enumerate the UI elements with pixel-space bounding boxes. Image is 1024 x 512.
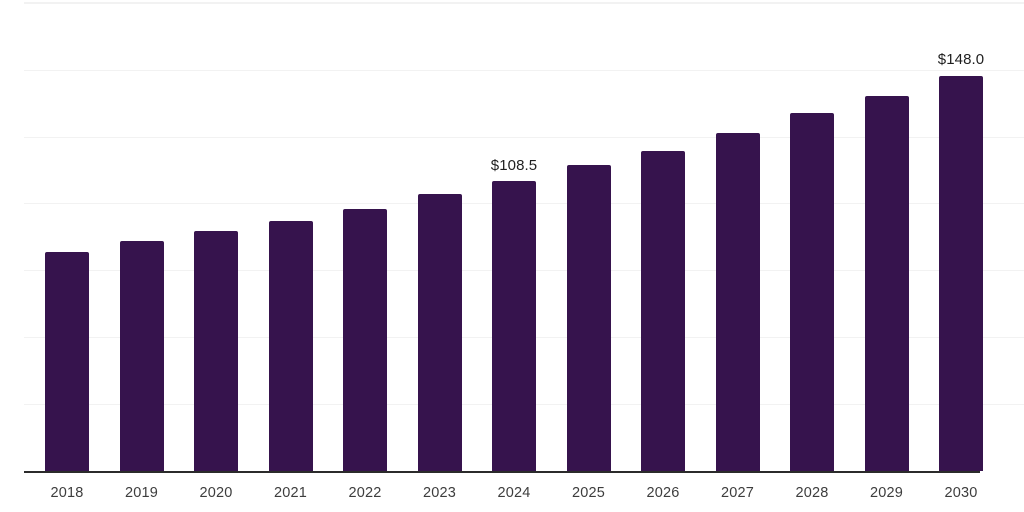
x-tick-label-2024: 2024 bbox=[497, 485, 531, 501]
bar-2027[interactable] bbox=[715, 133, 760, 471]
x-tick-label-2021: 2021 bbox=[273, 485, 308, 501]
bar-2030[interactable] bbox=[939, 75, 983, 471]
x-tick-label-2028: 2028 bbox=[795, 485, 829, 501]
bar-2022[interactable] bbox=[343, 209, 387, 471]
bar-2029[interactable] bbox=[864, 95, 909, 471]
bar-value-label-2030: $148.0 bbox=[937, 51, 985, 69]
x-tick-label-2023: 2023 bbox=[422, 485, 457, 501]
x-tick-label-2018: 2018 bbox=[50, 485, 84, 501]
bar-2028[interactable] bbox=[790, 113, 834, 471]
bar-2021[interactable] bbox=[268, 221, 313, 471]
bar-2018[interactable] bbox=[45, 251, 89, 471]
x-tick-label-2019: 2019 bbox=[124, 485, 159, 501]
x-axis-line bbox=[24, 471, 980, 473]
bar-2025[interactable] bbox=[566, 165, 611, 471]
x-tick-label-2020: 2020 bbox=[199, 485, 233, 501]
bar-2024[interactable] bbox=[492, 181, 536, 471]
bar-2019[interactable] bbox=[119, 240, 164, 471]
bar-value-label-2024: $108.5 bbox=[490, 157, 538, 175]
x-tick-label-2026: 2026 bbox=[646, 485, 680, 501]
x-tick-label-2025: 2025 bbox=[571, 485, 606, 501]
x-tick-label-2029: 2029 bbox=[869, 485, 904, 501]
x-tick-label-2022: 2022 bbox=[348, 485, 382, 501]
bar-2023[interactable] bbox=[417, 194, 462, 471]
bar-2020[interactable] bbox=[194, 231, 238, 471]
x-tick-label-2027: 2027 bbox=[720, 485, 755, 501]
bar-2026[interactable] bbox=[641, 151, 685, 471]
x-tick-label-2030: 2030 bbox=[944, 485, 978, 501]
